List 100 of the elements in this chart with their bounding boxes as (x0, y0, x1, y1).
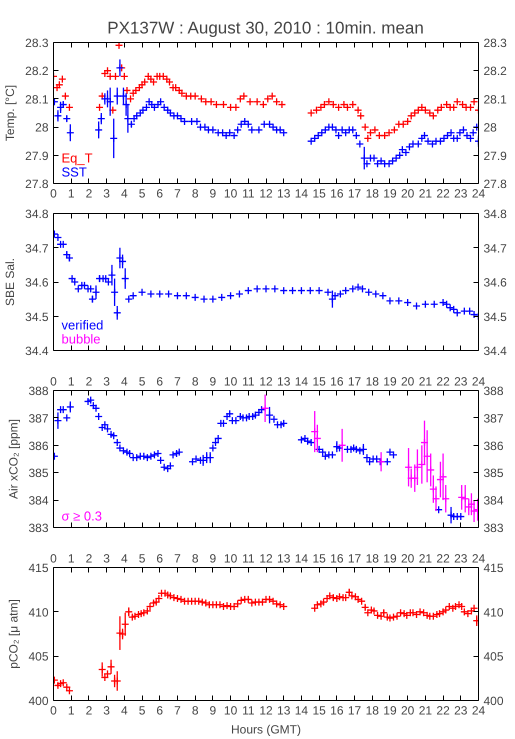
x2-tick-label: 17 (348, 374, 362, 388)
x-tick-label: 14 (294, 552, 308, 566)
x-tick-label: 4 (120, 186, 128, 200)
x2-tick-label: 4 (120, 374, 128, 388)
x-tick-label: 7 (174, 186, 182, 200)
x2-tick-label: 9 (210, 374, 217, 388)
x2-tick-label: 7 (174, 374, 182, 388)
x-tick-label: 22 (436, 186, 450, 200)
x-tick-label: 15 (312, 552, 326, 566)
x2-tick-label: 16 (330, 704, 344, 718)
y2-tick-label: 34.5 (484, 310, 508, 324)
x-tick-label: 23 (454, 552, 468, 566)
x2-tick-label: 1 (68, 374, 75, 388)
y2-tick-label: 28.3 (484, 36, 508, 50)
x-tick-label: 18 (366, 552, 380, 566)
x2-tick-label: 8 (192, 704, 199, 718)
x-tick-label: 15 (312, 186, 326, 200)
x2-tick-label: 11 (242, 704, 255, 718)
y2-tick-label: 387 (484, 411, 504, 426)
x-tick-label: 1 (68, 186, 75, 200)
x-tick-label: 5 (138, 552, 146, 566)
y-tick-label: 28 (35, 120, 49, 135)
x2-tick-label: 4 (120, 704, 128, 718)
x2-tick-label: 8 (192, 374, 199, 388)
y-tick-label: 27.8 (25, 177, 49, 191)
y-tick-label: 34.7 (25, 241, 49, 256)
x2-tick-label: 2 (86, 374, 93, 388)
x-tick-label: 2 (86, 186, 93, 200)
x2-tick-label: 12 (259, 704, 273, 718)
x-tick-label: 9 (210, 552, 217, 566)
x-tick-label: 19 (383, 552, 397, 566)
y2-tick-label: 27.9 (484, 148, 508, 163)
x2-tick-label: 0 (50, 704, 58, 718)
y-tick-label: 405 (28, 650, 49, 664)
y-tick-label: 34.6 (25, 276, 49, 290)
y-tick-label: 387 (28, 411, 49, 426)
x2-tick-label: 23 (454, 704, 468, 718)
y-tick-label: 400 (28, 694, 49, 708)
x2-tick-label: 20 (400, 374, 415, 388)
x2-tick-label: 23 (454, 374, 468, 388)
x-tick-label: 14 (294, 186, 308, 200)
x-tick-label: 0 (50, 186, 58, 200)
x-tick-label: 12 (259, 552, 273, 566)
x2-tick-label: 3 (103, 374, 110, 388)
x-tick-label: 11 (242, 552, 255, 566)
x2-tick-label: 3 (103, 704, 110, 718)
x2-tick-label: 15 (312, 704, 326, 718)
y2-tick-label: 386 (484, 438, 504, 453)
y2-tick-label: 384 (484, 494, 504, 508)
x2-tick-label: 19 (383, 704, 397, 718)
y-tick-label: 34.4 (25, 344, 49, 358)
x2-tick-label: 13 (277, 704, 291, 718)
x2-tick-label: 9 (210, 704, 217, 718)
x-tick-label: 21 (418, 552, 432, 566)
x-axis-title: Hours (GMT) (231, 722, 301, 736)
x-tick-label: 2 (86, 552, 93, 566)
x-tick-label: 20 (400, 552, 415, 566)
x2-tick-label: 20 (400, 704, 415, 718)
x-tick-label: 8 (192, 552, 199, 566)
y-tick-label: 384 (28, 494, 49, 508)
y2-tick-label: 405 (484, 650, 504, 664)
y-tick-label: 34.5 (25, 310, 49, 324)
x-tick-label: 3 (103, 552, 110, 566)
y2-tick-label: 385 (484, 466, 504, 480)
x-tick-label: 16 (330, 552, 344, 566)
x2-tick-label: 14 (294, 704, 308, 718)
y2-tick-label: 28.1 (484, 92, 508, 106)
x-tick-label: 17 (348, 552, 362, 566)
x-tick-label: 8 (192, 186, 199, 200)
y2-tick-label: 410 (484, 605, 504, 620)
x-tick-label: 7 (174, 552, 182, 566)
x2-tick-label: 10 (224, 374, 238, 388)
x-tick-label: 21 (418, 186, 432, 200)
y-tick-label: 385 (28, 466, 49, 480)
x-tick-label: 0 (50, 552, 58, 566)
x2-tick-label: 16 (330, 374, 344, 388)
y-tick-label: 415 (28, 561, 49, 575)
y2-tick-label: 415 (484, 561, 504, 575)
text: σ ≥ 0.3 (62, 508, 102, 524)
x2-tick-label: 18 (366, 704, 380, 718)
x2-tick-label: 15 (312, 374, 326, 388)
x2-tick-label: 18 (366, 374, 380, 388)
x-tick-label: 17 (348, 186, 362, 200)
x-tick-label: 5 (138, 186, 146, 200)
x-tick-label: 22 (436, 552, 450, 566)
x2-tick-label: 24 (472, 704, 486, 718)
x-tick-label: 6 (156, 186, 164, 200)
x-tick-label: 9 (210, 186, 217, 200)
y-axis-title: Air xCO₂ [ppm] (6, 418, 20, 499)
text: SST (62, 164, 87, 180)
text: Eq_T (62, 150, 93, 166)
y2-tick-label: 28.2 (484, 64, 508, 78)
x-tick-label: 18 (366, 186, 380, 200)
x-tick-label: 13 (277, 552, 291, 566)
x2-tick-label: 2 (86, 704, 93, 718)
y2-tick-label: 400 (484, 694, 504, 708)
y2-tick-label: 34.4 (484, 344, 508, 358)
y-axis-title: pCO₂ [μ atm] (6, 599, 20, 669)
x-tick-label: 3 (103, 186, 110, 200)
x-tick-label: 24 (472, 186, 486, 200)
